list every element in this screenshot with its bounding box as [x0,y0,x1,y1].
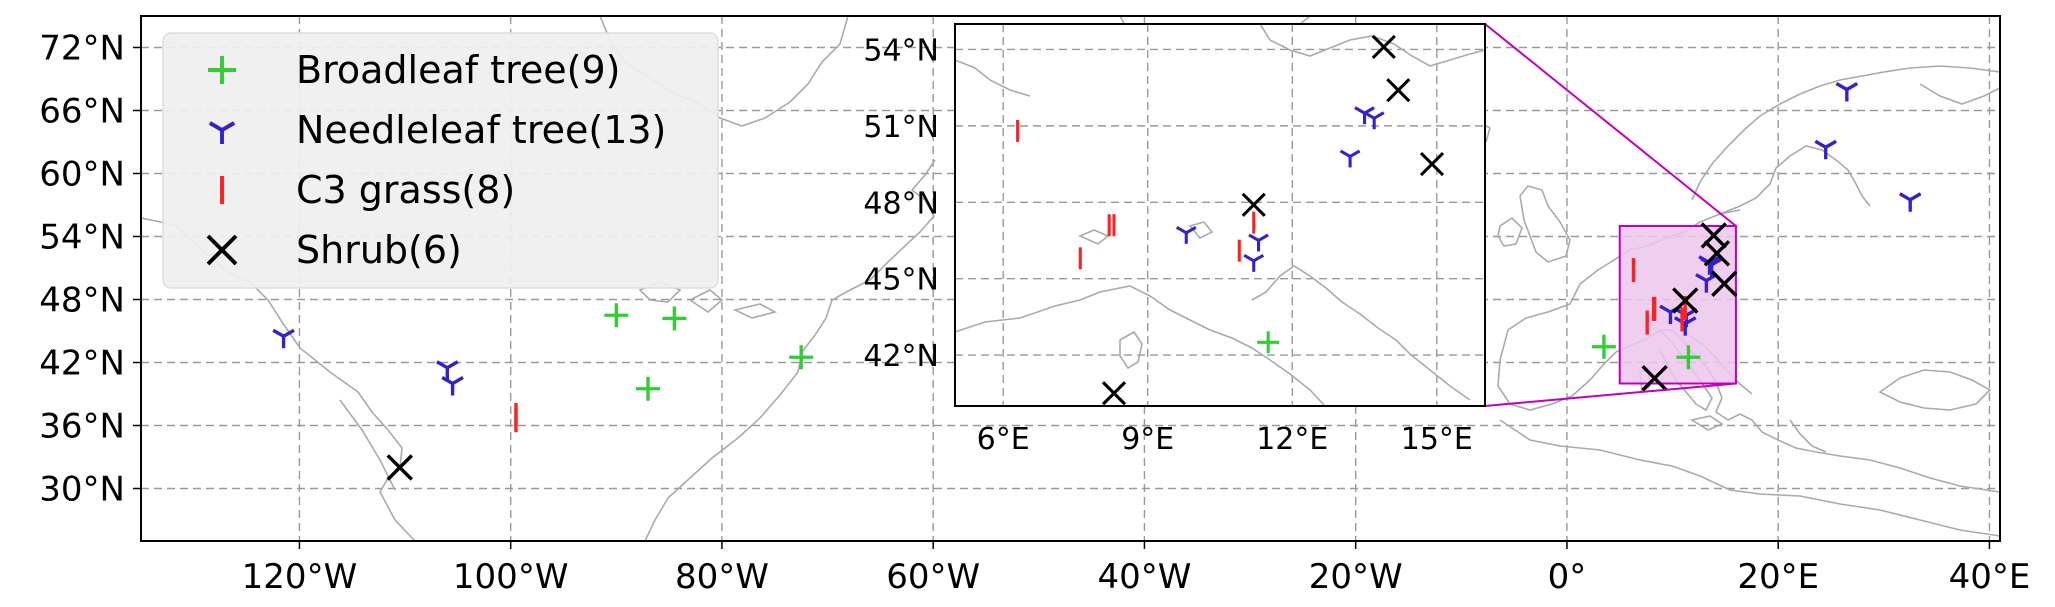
inset-tri_down-marker [1243,254,1265,272]
inset-y-tick-label: 54°N [863,33,939,68]
tri_down-marker [436,360,459,380]
main-y-tick-labels: 30°N 36°N 42°N 48°N 54°N 60°N 66°N 72°N [39,29,141,510]
plus-marker [662,306,687,331]
inset-x-marker [1419,151,1445,177]
legend-box [162,32,719,289]
inset-x-tick-label: 12°E [1256,422,1328,457]
inset-x-marker [1371,34,1396,60]
legend-x-marker [206,234,238,266]
y-tick-label: 36°N [39,407,125,447]
tri_down-marker [272,328,295,349]
coastline-gulf-coast [644,279,871,541]
legend-label: Needleleaf tree(13) [296,108,666,152]
plus-marker [1676,345,1701,370]
x-tick-label: 20°E [1737,557,1819,597]
inset-x-tick-labels: 6°E 9°E 12°E 15°E [977,422,1473,457]
legend: Broadleaf tree(9) Needleleaf tree(13) C3 g… [162,32,719,289]
legend-label: C3 grass(8) [296,168,515,212]
inset-x-tick-label: 15°E [1401,422,1473,457]
legend-label: Shrub(6) [296,228,462,272]
coastline-sicily [1689,415,1724,431]
x-marker [386,454,413,481]
legend-label: Broadleaf tree(9) [296,48,620,92]
inset-tri_down-marker [1175,225,1197,244]
plus-marker [1591,334,1616,359]
tri_down-marker [1814,139,1837,160]
x-tick-label: 60°W [886,557,980,597]
inset-x-tick-label: 9°E [1121,422,1174,457]
inset-coastline-adriatic [1251,265,1471,401]
x-marker [1703,240,1731,267]
x-tick-label: 40°W [1097,557,1191,597]
inset-connector-bottom [1484,382,1737,407]
inset-markers [1016,34,1445,406]
tri_down-marker [1835,82,1859,102]
coastline-baltic [1719,145,1871,215]
inset-coastline-baltic [1259,24,1485,67]
inset-y-tick-label: 42°N [863,339,939,374]
inset-x-marker [1241,192,1266,217]
inset-map-axes: 6°E 9°E 12°E 15°E 42°N 45°N 48°N 51°N 54°N [863,23,1486,457]
inset-gridlines [955,24,1485,406]
y-tick-label: 48°N [39,281,125,321]
coastline-baja [339,399,396,491]
inset-frame [954,23,1486,407]
x-tick-label: 0° [1548,557,1587,597]
inset-y-tick-label: 51°N [863,110,939,145]
coastline-white-sea [1919,83,2000,105]
coastline-black-sea [1878,369,1992,411]
inset-coastline-corsica [1119,330,1143,370]
inset-tri_down-marker [1354,106,1375,125]
y-tick-label: 54°N [39,218,125,258]
y-tick-label: 66°N [39,92,125,132]
coastline-east-canada [869,159,936,281]
x-tick-label: 100°W [453,557,569,597]
main-x-tick-labels: 120°W 100°W 80°W 60°W 40°W 20°W 0° 20°E 40°E [242,541,2031,597]
y-tick-label: 72°N [39,29,125,69]
tri_down-marker [441,376,464,396]
x-marker [1641,365,1668,392]
inset-coastline-mediterranean [955,285,1326,406]
plus-marker [789,345,814,370]
main-map-frame [140,15,2001,542]
x-tick-label: 80°W [675,557,769,597]
inset-y-tick-label: 48°N [863,186,939,221]
main-map-markers [272,82,1922,481]
plus-marker [604,303,629,328]
inset-x-marker [1386,78,1411,103]
x-marker [1672,287,1699,314]
legend-tri_down-marker [208,121,236,144]
inset-plus-marker [1257,331,1280,354]
legend-plus-marker [208,56,236,84]
coastline-scandinavia [1691,65,2000,201]
inset-tri_down-marker [1248,233,1269,252]
y-tick-label: 30°N [39,470,125,510]
inset-connector-top [1484,23,1737,227]
coastline-aegean [1789,419,1827,453]
inset-x-marker [1101,381,1127,406]
tri_down-marker [1898,192,1922,212]
y-tick-label: 42°N [39,344,125,384]
x-tick-label: 40°E [1949,557,2031,597]
inset-y-tick-labels: 42°N 45°N 48°N 51°N 54°N [863,33,939,374]
coastline-north-africa [1499,419,2000,537]
y-tick-label: 60°N [39,155,125,195]
coastline-britain [1519,185,1571,263]
x-tick-label: 120°W [242,557,358,597]
inset-tri_down-marker [1339,149,1361,168]
coastline-ireland [1497,216,1523,247]
x-marker [1711,270,1738,297]
x-tick-label: 20°W [1309,557,1403,597]
plus-marker [636,376,660,401]
inset-coastline-north-sea [955,59,1031,97]
inset-x-tick-label: 6°E [977,422,1030,457]
inset-y-tick-label: 45°N [863,263,939,298]
